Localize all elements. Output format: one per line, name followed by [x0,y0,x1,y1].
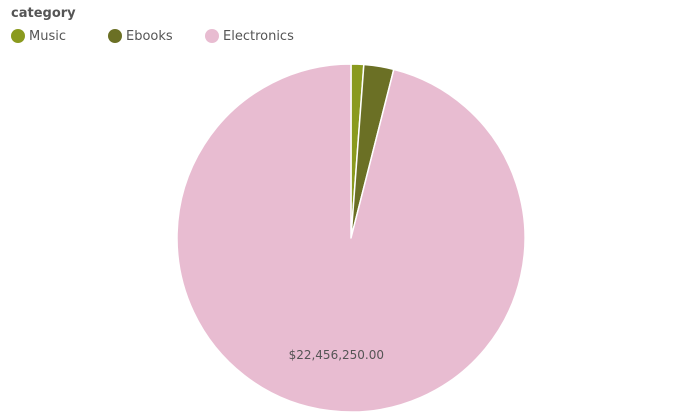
legend-item-ebooks[interactable]: Ebooks [108,27,173,45]
legend-label: Ebooks [126,28,173,44]
legend-label: Electronics [223,28,294,44]
legend-swatch [11,29,25,43]
legend-swatch [108,29,122,43]
legend-item-electronics[interactable]: Electronics [205,27,294,45]
legend-title: category [11,6,76,21]
pie-slice-electronics[interactable] [176,63,526,413]
legend: Music Ebooks Electronics [11,27,611,45]
legend-swatch [205,29,219,43]
legend-label: Music [29,28,66,44]
legend-item-music[interactable]: Music [11,27,66,45]
slice-value-label: $22,456,250.00 [289,348,384,362]
